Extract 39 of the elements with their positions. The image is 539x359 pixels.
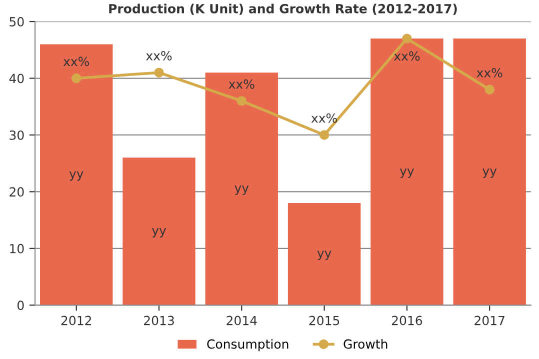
bar — [40, 44, 113, 306]
data-label: yy — [482, 168, 497, 178]
data-label: xx% — [63, 56, 90, 66]
y-tick-label: 20 — [10, 187, 24, 197]
y-tick-label: 10 — [10, 244, 24, 254]
x-tick-label: 2016 — [392, 316, 422, 326]
data-label: yy — [317, 250, 332, 260]
point — [484, 84, 494, 94]
y-tick-label: 0 — [17, 300, 24, 310]
point — [236, 96, 247, 106]
y-tick-label: 50 — [10, 17, 24, 26]
data-label: xx% — [476, 68, 502, 78]
y-tick-label: 30 — [10, 130, 24, 140]
point — [319, 130, 330, 140]
y-tick-label: 40 — [9, 74, 24, 84]
point — [154, 68, 164, 78]
bar — [288, 203, 361, 306]
x-tick-label: 2014 — [226, 316, 257, 326]
bar — [122, 158, 196, 306]
data-label: xx% — [146, 50, 172, 60]
bar — [370, 38, 444, 306]
data-label: yy — [69, 171, 84, 181]
data-label: xx% — [228, 79, 254, 89]
x-tick-label: 2017 — [474, 316, 504, 326]
data-label: yy — [234, 185, 249, 195]
bar — [205, 72, 278, 306]
data-label: xx% — [311, 113, 337, 123]
bar — [453, 38, 526, 306]
legend-label: Consumption — [207, 339, 288, 352]
point — [71, 73, 82, 84]
legend-label: Growth — [344, 339, 388, 349]
x-tick-label: 2015 — [309, 316, 340, 326]
x-tick-label: 2013 — [144, 316, 174, 326]
data-label: yy — [152, 228, 166, 238]
chart-title: Production (K Unit) and Growth Rate (2012-2017) — [109, 4, 457, 15]
point — [402, 34, 412, 44]
data-label: xx% — [394, 51, 420, 61]
x-tick-label: 2012 — [61, 316, 92, 326]
data-label: yy — [400, 168, 414, 178]
